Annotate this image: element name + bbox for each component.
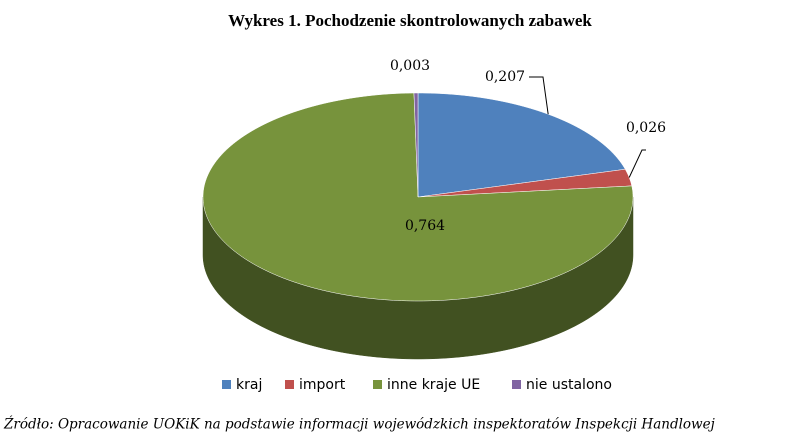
legend-swatch xyxy=(373,380,382,389)
legend-label: kraj xyxy=(236,377,262,393)
leader-line xyxy=(529,76,549,115)
slice xyxy=(417,168,633,198)
legend-label: inne kraje UE xyxy=(387,377,480,393)
legend-swatch xyxy=(512,380,521,389)
leader-line xyxy=(628,149,646,178)
slice xyxy=(413,92,419,198)
slice xyxy=(417,92,626,198)
data-label: 0,764 xyxy=(405,218,445,234)
chart-title: Wykres 1. Pochodzenie skontrolowanych za… xyxy=(228,11,592,30)
data-label: 0,207 xyxy=(485,69,525,85)
legend-label: import xyxy=(299,377,346,393)
legend-swatch xyxy=(285,380,294,389)
legend-label: nie ustalono xyxy=(526,377,612,393)
source-note: Źródło: Opracowanie UOKiK na podstawie i… xyxy=(3,417,715,433)
legend-swatch xyxy=(222,380,231,389)
data-label: 0,026 xyxy=(626,120,666,136)
data-label: 0,003 xyxy=(390,58,430,74)
slice xyxy=(202,92,634,302)
